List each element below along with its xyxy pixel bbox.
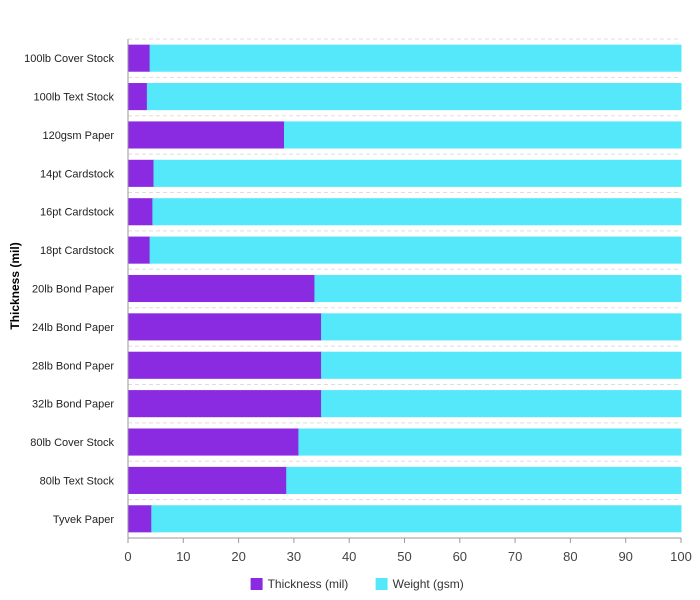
x-tick-labels: 0 10 20 30 40 50 60 70 80 90 100 xyxy=(124,549,691,564)
legend[interactable]: Thickness (mil) Weight (gsm) xyxy=(250,577,464,591)
x-tick-label: 90 xyxy=(618,549,632,564)
x-tick-label: 80 xyxy=(563,549,577,564)
x-tick-label: 30 xyxy=(287,549,301,564)
bar-segment[interactable] xyxy=(146,83,682,111)
y-axis-title: Thickness (mil) xyxy=(8,242,22,329)
x-tick-label: 10 xyxy=(176,549,190,564)
legend-swatch[interactable] xyxy=(250,578,263,590)
bars xyxy=(127,44,682,533)
x-tick-label: 50 xyxy=(397,549,411,564)
x-tick-label: 0 xyxy=(124,549,131,564)
legend-swatch[interactable] xyxy=(375,578,388,590)
category-label: 100lb Cover Stock xyxy=(24,53,114,65)
category-label: 24lb Bond Paper xyxy=(32,322,114,334)
x-tick-label: 20 xyxy=(231,549,245,564)
legend-label[interactable]: Weight (gsm) xyxy=(393,577,464,591)
legend-label[interactable]: Thickness (mil) xyxy=(268,577,349,591)
axes xyxy=(127,39,682,543)
bar-segment[interactable] xyxy=(151,505,682,533)
bar-segment[interactable] xyxy=(127,390,323,418)
bar-segment[interactable] xyxy=(286,466,682,494)
bar-segment[interactable] xyxy=(127,83,148,111)
x-tick-label: 40 xyxy=(342,549,356,564)
bar-segment[interactable] xyxy=(127,236,151,264)
category-label: 120gsm Paper xyxy=(42,130,114,142)
bar-segment[interactable] xyxy=(127,428,300,456)
bar-segment[interactable] xyxy=(314,274,682,303)
category-label: 16pt Cardstock xyxy=(40,207,114,219)
bar-segment[interactable] xyxy=(321,390,682,418)
category-label: 80lb Text Stock xyxy=(40,475,115,487)
bar-segment[interactable] xyxy=(127,159,155,187)
category-label: 32lb Bond Paper xyxy=(32,399,114,411)
category-label: Tyvek Paper xyxy=(53,514,114,526)
category-label: 18pt Cardstock xyxy=(40,245,114,257)
x-tick-label: 100 xyxy=(670,549,692,564)
bar-segment[interactable] xyxy=(321,351,682,379)
bar-segment[interactable] xyxy=(127,121,285,149)
bar-segment[interactable] xyxy=(321,313,682,341)
bar-segment[interactable] xyxy=(127,505,153,533)
category-label: 14pt Cardstock xyxy=(40,168,114,180)
bar-segment[interactable] xyxy=(153,159,682,187)
category-label: 20lb Bond Paper xyxy=(32,284,114,296)
bar-segment[interactable] xyxy=(127,274,316,303)
bar-segment[interactable] xyxy=(127,198,154,226)
bar-segment[interactable] xyxy=(283,121,682,149)
bar-segment[interactable] xyxy=(149,44,682,72)
bar-segment[interactable] xyxy=(127,44,151,72)
category-label: 28lb Bond Paper xyxy=(32,360,114,372)
bar-segment[interactable] xyxy=(127,466,288,494)
bar-segment[interactable] xyxy=(127,351,323,379)
bar-segment[interactable] xyxy=(298,428,682,456)
x-tick-label: 60 xyxy=(453,549,467,564)
grid-lines xyxy=(128,38,681,539)
x-tick-label: 70 xyxy=(508,549,522,564)
bar-segment[interactable] xyxy=(149,236,682,264)
bar-segment[interactable] xyxy=(152,198,682,226)
bar-segment[interactable] xyxy=(127,313,323,341)
category-label: 80lb Cover Stock xyxy=(30,437,114,449)
category-labels: 100lb Cover Stock 100lb Text Stock 120gsm … xyxy=(24,53,114,526)
category-label: 100lb Text Stock xyxy=(33,92,114,104)
